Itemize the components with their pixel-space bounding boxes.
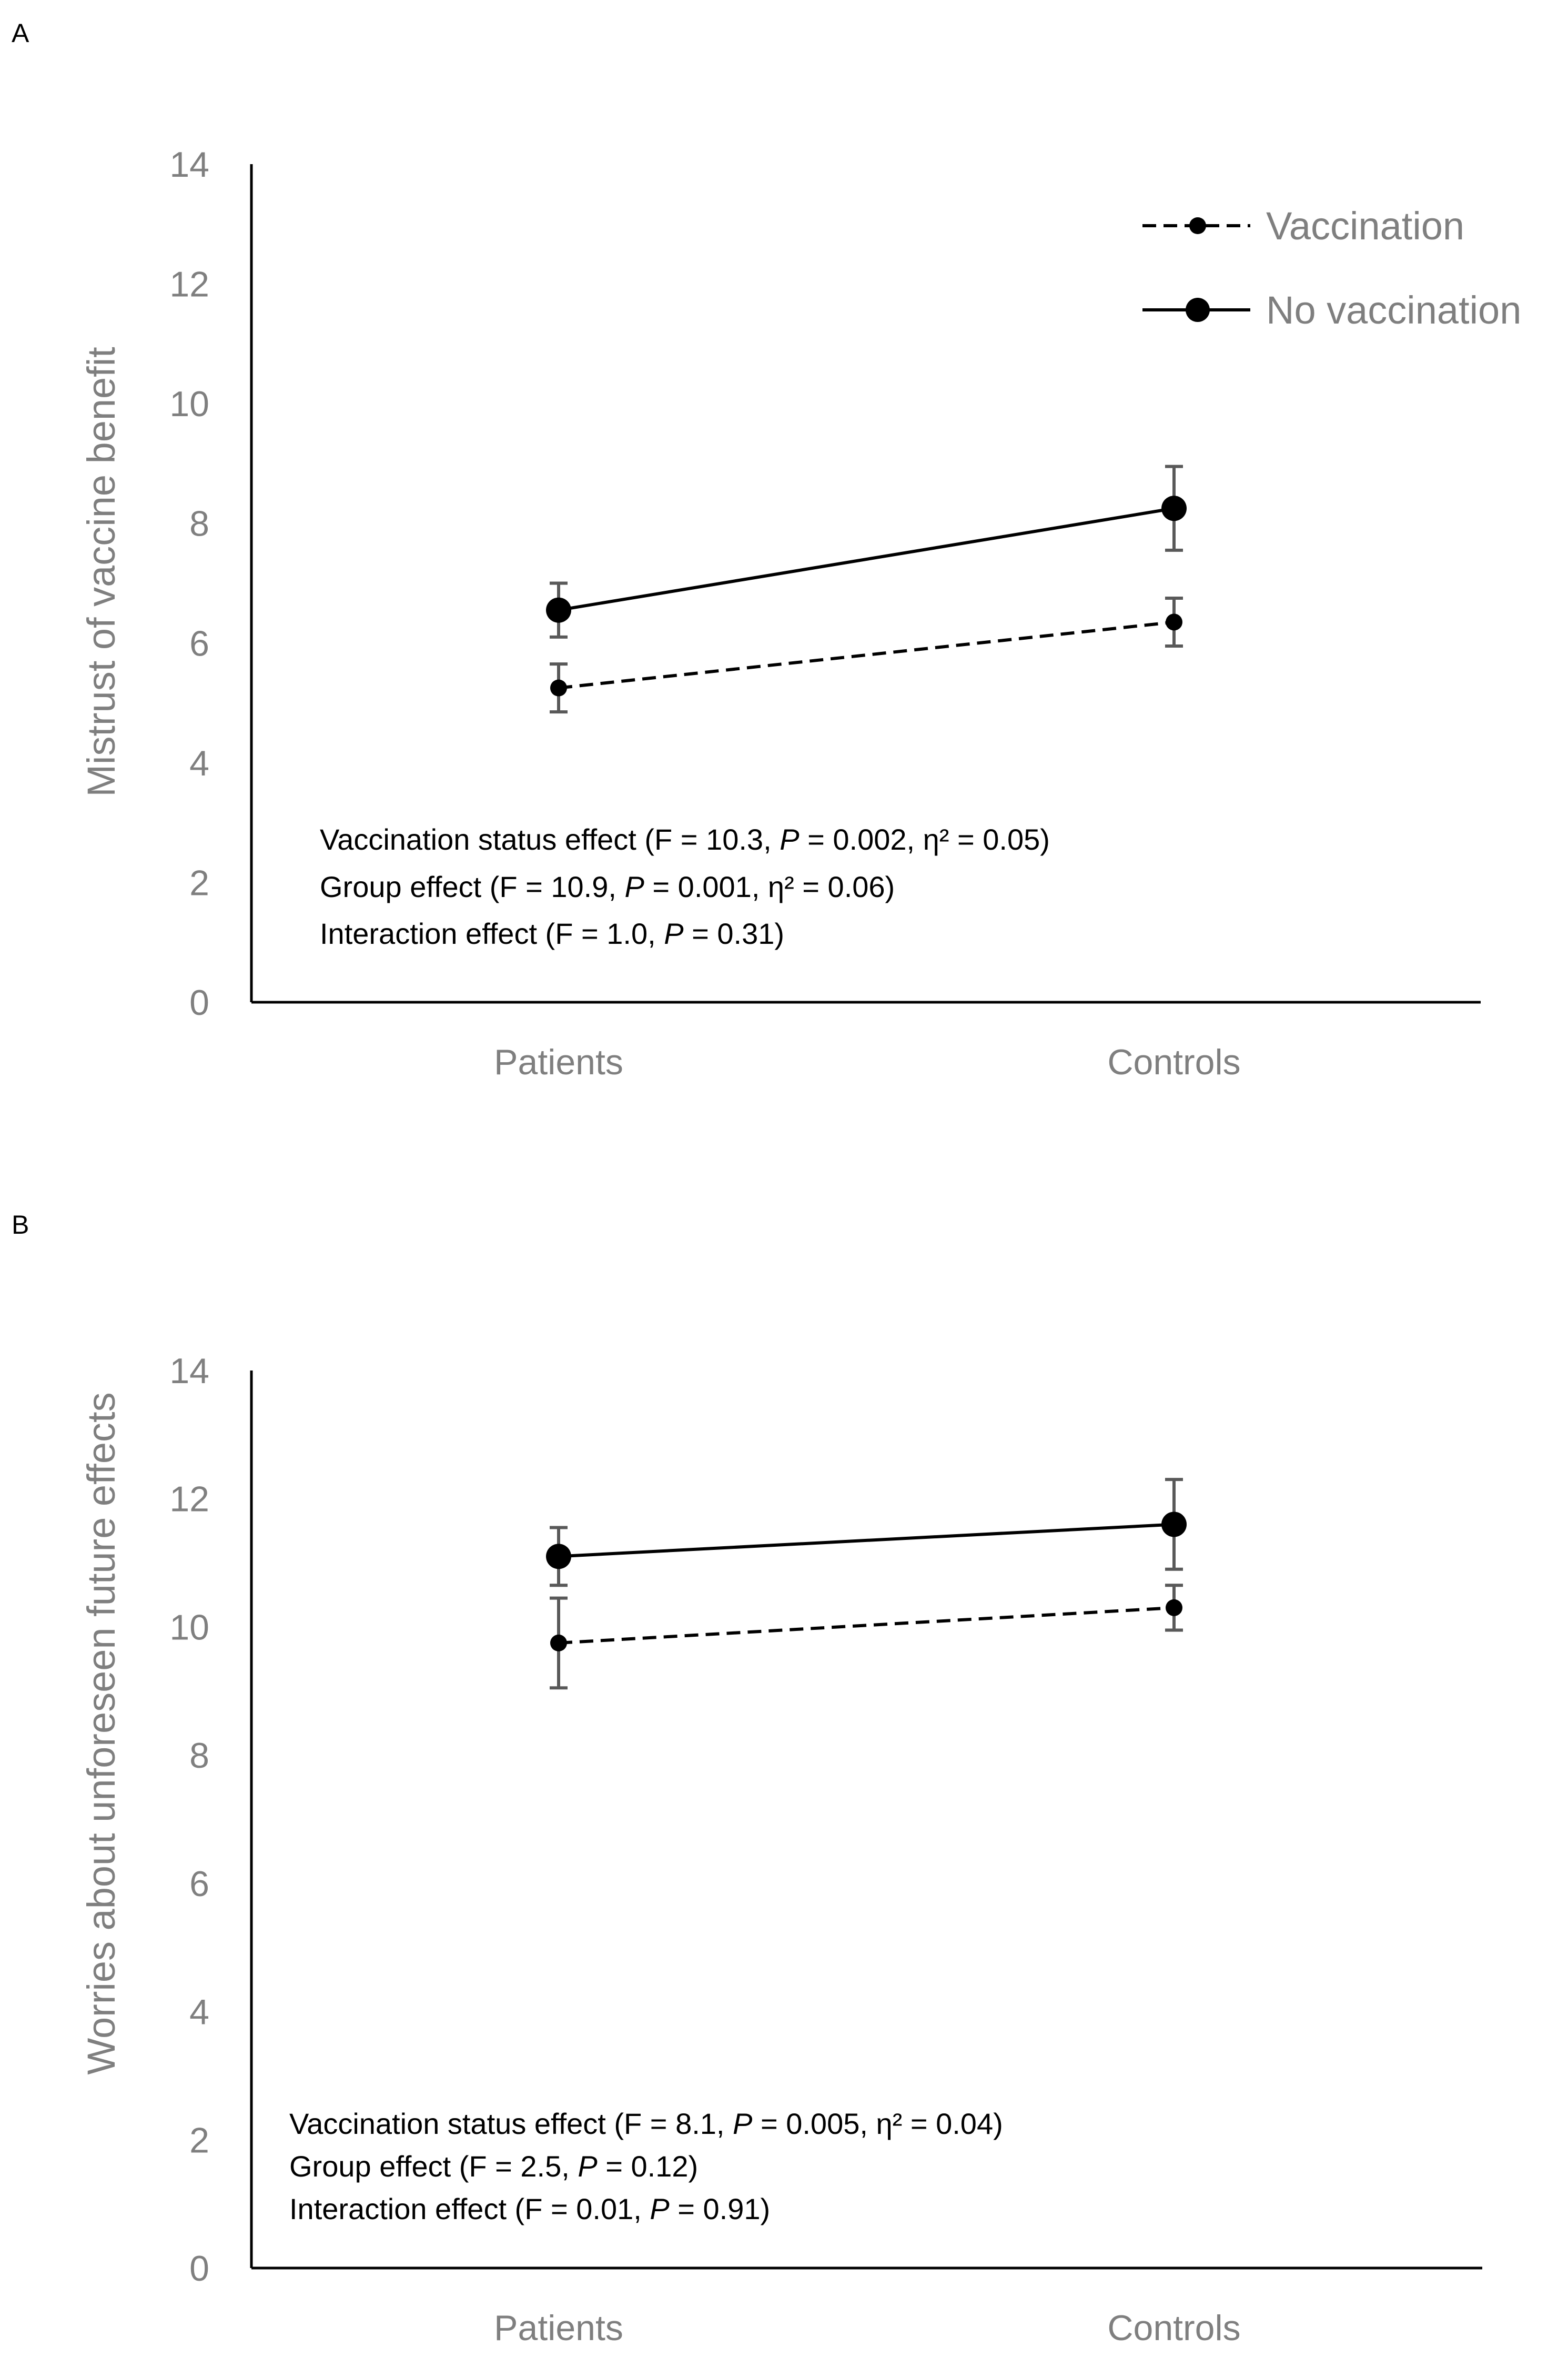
panel-a-annotation-1-text: Vaccination status effect (F = 10.3,	[320, 823, 780, 856]
panel-b-x-tick-controls: Controls	[1107, 2308, 1240, 2348]
panel-b-annotation-3-rest: = 0.91)	[670, 2192, 770, 2225]
panel-a-letter: A	[12, 18, 29, 48]
panel-b-plot-area: 0 2 4 6 8 10 12 14	[169, 1351, 1482, 2289]
panel-a-no-vaccination-point-controls	[1161, 496, 1187, 521]
panel-a-y-tick-4: 4	[189, 743, 209, 783]
panel-b-y-tick-10: 10	[169, 1607, 209, 1647]
panel-b-no-vaccination-point-controls	[1161, 1512, 1187, 1537]
panel-b-y-tick-14: 14	[169, 1351, 209, 1391]
panel-b-x-tick-patients: Patients	[494, 2308, 623, 2348]
panel-a-annotation-1: Vaccination status effect (F = 10.3, P =…	[320, 823, 1050, 856]
panel-a-vaccination-point-controls	[1166, 613, 1182, 631]
panel-a-y-tick-12: 12	[169, 265, 209, 305]
panel-a-annotation-1-rest: = 0.002, η² = 0.05)	[800, 823, 1050, 856]
panel-a-annotation-1-p: P	[780, 823, 799, 856]
legend: Vaccination No vaccination	[1142, 204, 1521, 332]
panel-a-annotation-2-rest: = 0.001, η² = 0.06)	[644, 870, 895, 903]
panel-b-annotation-1-rest: = 0.005, η² = 0.04)	[752, 2107, 1003, 2140]
panel-a-y-tick-10: 10	[169, 384, 209, 424]
panel-b-y-axis-title: Worries about unforeseen future effects	[79, 1392, 123, 2074]
panel-b-no-vaccination-point-patients	[546, 1544, 571, 1569]
panel-a: A Mistrust of vaccine benefit 0 2 4 6 8 10 12 1…	[12, 18, 1521, 1082]
panel-b-y-tick-8: 8	[189, 1736, 209, 1776]
panel-a-y-axis-title: Mistrust of vaccine benefit	[79, 347, 123, 797]
panel-a-y-tick-6: 6	[189, 623, 209, 663]
panel-a-y-tick-8: 8	[189, 504, 209, 544]
panel-a-no-vaccination-line	[558, 507, 1175, 612]
panel-a-y-tick-14: 14	[169, 145, 209, 185]
panel-b-annotation-3-p: P	[650, 2192, 669, 2225]
panel-b-y-tick-2: 2	[189, 2120, 209, 2160]
panel-a-annotation-3: Interaction effect (F = 1.0, P = 0.31)	[320, 917, 784, 950]
panel-b-annotation-2-rest: = 0.12)	[598, 2150, 698, 2183]
legend-no-vaccination-marker	[1186, 298, 1210, 322]
panel-a-y-tick-0: 0	[189, 983, 209, 1023]
panel-b-annotation-2: Group effect (F = 2.5, P = 0.12)	[289, 2150, 698, 2183]
panel-b-annotation-1-text: Vaccination status effect (F = 8.1,	[289, 2107, 733, 2140]
panel-a-annotation-3-p: P	[664, 917, 683, 950]
panel-b-vaccination-line	[558, 1606, 1175, 1645]
panel-a-x-tick-patients: Patients	[494, 1042, 623, 1082]
panel-a-annotation-2: Group effect (F = 10.9, P = 0.001, η² = …	[320, 870, 895, 903]
panel-a-y-tick-2: 2	[189, 863, 209, 903]
legend-vaccination-label: Vaccination	[1266, 204, 1464, 248]
panel-a-plot-area: 0 2 4 6 8 10 12 14	[169, 145, 1481, 1023]
panel-b-annotation-1: Vaccination status effect (F = 8.1, P = …	[289, 2107, 1003, 2140]
panel-a-annotation-3-rest: = 0.31)	[684, 917, 784, 950]
panel-b-no-vaccination-line	[558, 1523, 1175, 1558]
panel-a-vaccination-point-patients	[550, 679, 567, 697]
panel-b-annotation-1-p: P	[733, 2107, 752, 2140]
panel-a-no-vaccination-point-patients	[546, 597, 571, 623]
panel-b-annotation-3: Interaction effect (F = 0.01, P = 0.91)	[289, 2192, 770, 2225]
legend-vaccination-marker	[1189, 217, 1206, 234]
panel-b-letter: B	[12, 1210, 29, 1240]
panel-a-annotation-2-p: P	[625, 870, 644, 903]
legend-no-vaccination-label: No vaccination	[1266, 288, 1521, 332]
panel-b-y-tick-12: 12	[169, 1479, 209, 1519]
panel-a-vaccination-line	[558, 620, 1175, 690]
panel-b-y-tick-4: 4	[189, 1992, 209, 2032]
panel-a-annotation-2-text: Group effect (F = 10.9,	[320, 870, 625, 903]
panel-b-annotation-2-text: Group effect (F = 2.5,	[289, 2150, 578, 2183]
panel-b-y-tick-0: 0	[189, 2249, 209, 2289]
panel-a-x-tick-controls: Controls	[1107, 1042, 1240, 1082]
panel-b-vaccination-point-controls	[1166, 1599, 1182, 1616]
panel-b-y-tick-6: 6	[189, 1864, 209, 1904]
panel-b-vaccination-point-patients	[550, 1634, 567, 1651]
panel-a-annotation-3-text: Interaction effect (F = 1.0,	[320, 917, 664, 950]
panel-b: B Worries about unforeseen future effect…	[12, 1210, 1482, 2348]
panel-b-annotation-2-p: P	[578, 2150, 597, 2183]
panel-b-annotation-3-text: Interaction effect (F = 0.01,	[289, 2192, 650, 2225]
